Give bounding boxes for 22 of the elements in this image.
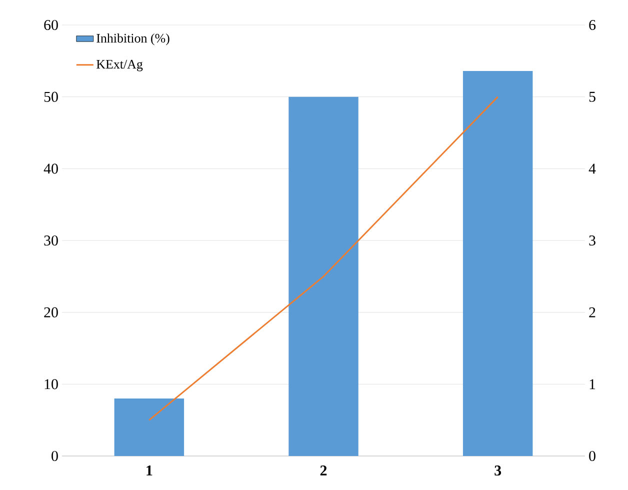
y-tick-label: 10 xyxy=(44,379,58,390)
y2-tick-label: 1 xyxy=(590,379,596,390)
y-tick-label: 0 xyxy=(52,450,58,462)
y2-tick-label: 2 xyxy=(589,307,596,318)
bar xyxy=(114,398,184,456)
y2-tick-label: 0 xyxy=(589,450,596,462)
y-tick-label: 30 xyxy=(44,235,58,246)
x-tick-label: 3 xyxy=(494,466,502,476)
bar xyxy=(288,96,358,456)
y-tick-label: 40 xyxy=(44,164,58,174)
y-tick-label: 60 xyxy=(44,20,58,30)
y-tick-label: 20 xyxy=(44,307,58,318)
legend-label: Inhibition (%) xyxy=(96,33,170,46)
legend-label: KExt/Ag xyxy=(96,60,143,72)
bar xyxy=(462,70,533,456)
y2-tick-label: 6 xyxy=(589,20,596,30)
y-tick-label: 50 xyxy=(44,92,58,102)
x-tick-label: 1 xyxy=(146,466,152,476)
y2-tick-label: 5 xyxy=(589,92,596,102)
y2-tick-label: 3 xyxy=(589,235,596,246)
x-tick-label: 2 xyxy=(320,466,327,476)
y2-tick-label: 4 xyxy=(588,164,596,174)
